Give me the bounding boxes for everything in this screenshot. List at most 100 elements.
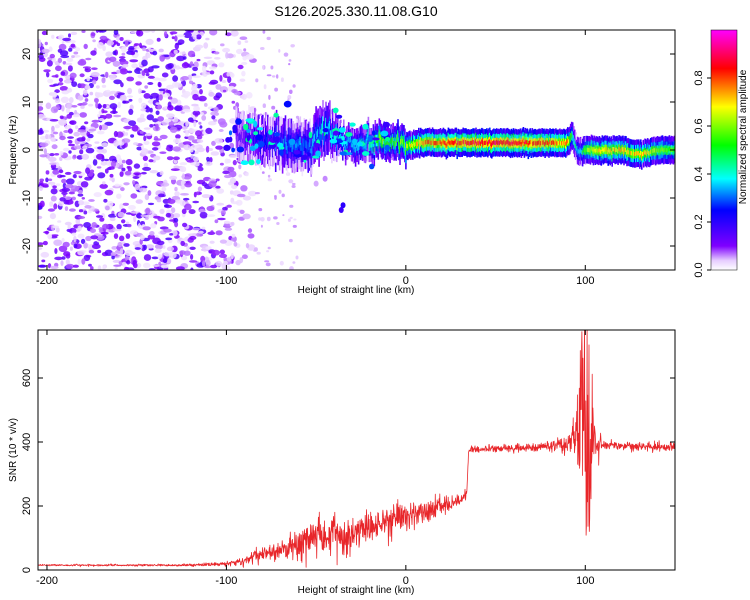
noise-cell [73, 243, 78, 249]
noise-cell [219, 249, 225, 255]
noise-cell [52, 185, 57, 189]
noise-cell [289, 216, 293, 220]
ridge-cell [265, 132, 267, 141]
noise-cell [144, 85, 149, 89]
ridge-cell [441, 140, 444, 146]
ridge-cell [401, 137, 403, 143]
ridge-cell [384, 140, 386, 146]
noise-cell [81, 197, 86, 200]
ridge-cell [329, 121, 331, 129]
ridge-cell [331, 134, 333, 143]
noise-cell [142, 30, 152, 33]
noise-cell [117, 211, 124, 218]
noise-cell [288, 59, 292, 62]
noise-cell [41, 30, 48, 36]
ridge-cell [557, 141, 559, 146]
ridge-cell [578, 149, 581, 155]
ridge-cell [643, 151, 645, 156]
noise-cell [52, 225, 60, 229]
noise-cell [201, 115, 207, 121]
noise-cell [226, 204, 232, 208]
noise-cell [89, 91, 94, 96]
ridge-cell [324, 128, 326, 136]
ridge-cell [405, 149, 407, 156]
noise-cell [166, 246, 175, 252]
ridge-blob [277, 142, 284, 148]
ridge-cell [552, 140, 554, 145]
ridge-cell [650, 148, 653, 154]
ridge-cell [436, 141, 439, 146]
noise-cell [96, 85, 100, 89]
ridge-cell [655, 148, 658, 153]
noise-cell [59, 197, 66, 202]
ridge-cell [504, 141, 507, 146]
noise-cell [57, 82, 64, 86]
noise-cell [220, 210, 226, 216]
noise-cell [289, 89, 293, 95]
noise-cell [66, 57, 73, 61]
ridge-cell [255, 137, 257, 145]
noise-cell [231, 100, 236, 104]
ridge-cell [382, 139, 384, 145]
noise-cell [267, 246, 271, 250]
noise-cell [229, 118, 237, 124]
noise-cell [232, 159, 237, 166]
noise-cell [73, 235, 77, 243]
noise-cell [54, 98, 61, 104]
ridge-cell [539, 140, 541, 145]
noise-cell [129, 59, 139, 63]
noise-cell [152, 118, 159, 123]
ridge-cell [630, 150, 632, 156]
noise-cell [197, 186, 202, 192]
noise-cell [77, 233, 85, 239]
ridge-cell [497, 140, 500, 145]
ridge-cell [367, 131, 370, 137]
noise-cell [73, 131, 80, 137]
snr-frame [37, 329, 676, 571]
noise-cell [223, 174, 232, 179]
noise-cell [48, 46, 53, 52]
ridge-cell [323, 132, 325, 141]
ridge-cell [251, 133, 253, 142]
noise-cell [43, 231, 50, 234]
noise-cell [173, 165, 180, 169]
ridge-cell [319, 126, 321, 135]
noise-cell [82, 101, 88, 106]
noise-cell [130, 211, 139, 214]
ridge-cell [672, 148, 675, 153]
noise-cell [109, 103, 118, 110]
noise-cell [97, 249, 102, 254]
ridge-cell [280, 137, 283, 145]
noise-cell [49, 213, 57, 220]
noise-cell [219, 239, 227, 244]
noise-cell [181, 255, 188, 261]
ridge-cell [530, 142, 533, 147]
noise-cell [48, 235, 52, 240]
noise-cell [156, 198, 162, 203]
ridge-cell [666, 148, 669, 153]
ridge-cell [352, 144, 355, 150]
noise-cell [46, 71, 50, 78]
noise-cell [101, 77, 106, 84]
ridge-cell [534, 140, 536, 145]
noise-cell [108, 213, 117, 218]
noise-cell [196, 232, 200, 237]
ridge-cell [520, 142, 523, 147]
noise-cell [165, 212, 172, 218]
ridge-cell [585, 147, 588, 152]
noise-cell [65, 184, 74, 189]
noise-cell [61, 237, 65, 243]
noise-cell [84, 205, 92, 209]
ridge-blob [345, 132, 353, 137]
noise-cell [224, 158, 229, 164]
noise-cell [81, 153, 90, 160]
noise-cell [184, 182, 193, 188]
noise-cell [174, 82, 183, 88]
noise-cell [126, 166, 130, 169]
noise-cell [133, 262, 138, 269]
ridge-cell [312, 138, 314, 147]
noise-cell [78, 216, 86, 219]
noise-cell [45, 177, 49, 183]
ridge-cell [580, 149, 583, 155]
ridge-cell [447, 139, 450, 144]
